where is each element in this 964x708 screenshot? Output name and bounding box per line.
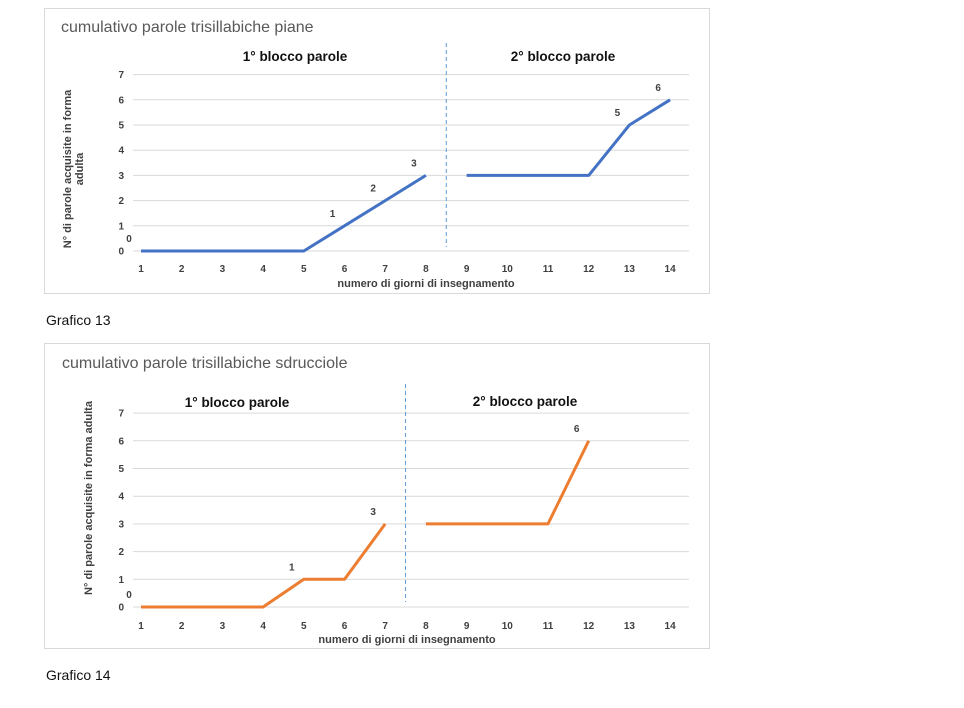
x-tick-label: 10 (502, 264, 514, 275)
data-label: 0 (126, 590, 132, 601)
chart-13: cumulativo parole trisillabiche piane 1°… (61, 19, 689, 290)
block-label-2: 2° blocco parole (473, 394, 578, 409)
x-tick-label: 7 (382, 264, 388, 275)
x-tick-label: 5 (301, 264, 307, 275)
y-axis-label: N° di parole acquisite in forma adulta (83, 400, 95, 595)
x-tick-label: 14 (665, 264, 677, 275)
x-tick-label: 12 (583, 621, 595, 632)
x-tick-label: 11 (543, 621, 554, 632)
chart-title: cumulativo parole trisillabiche sdruccio… (62, 355, 348, 372)
series-line-1 (141, 523, 387, 609)
x-tick-label: 8 (423, 264, 429, 275)
chart-14-frame: cumulativo parole trisillabiche sdruccio… (44, 343, 710, 649)
y-tick-label: 5 (118, 121, 124, 132)
y-axis-label: N° di parole acquisite in formaadulta (62, 89, 86, 248)
x-tick-label: 9 (464, 264, 470, 275)
x-tick-label: 12 (583, 264, 595, 275)
data-label: 1 (289, 562, 295, 573)
data-label: 0 (126, 234, 132, 245)
series-line-2 (466, 98, 671, 177)
y-tick-label: 1 (118, 575, 124, 586)
x-tick-label: 3 (220, 264, 226, 275)
x-axis-label: numero di giorni di insegnamento (318, 634, 496, 646)
y-tick-label: 2 (118, 547, 124, 558)
y-tick-label: 7 (118, 70, 124, 81)
x-tick-label: 6 (342, 621, 348, 632)
data-label: 3 (370, 507, 376, 518)
y-tick-label: 1 (118, 221, 124, 232)
y-tick-label: 0 (118, 603, 124, 614)
data-label: 6 (574, 424, 580, 435)
x-tick-label: 2 (179, 264, 185, 275)
chart-13-frame: cumulativo parole trisillabiche piane 1°… (44, 8, 710, 294)
data-label: 2 (370, 184, 376, 195)
chart-title: cumulativo parole trisillabiche piane (61, 19, 314, 36)
data-label: 6 (655, 83, 661, 94)
x-tick-label: 11 (543, 264, 554, 275)
x-tick-label: 6 (342, 264, 348, 275)
series-line-2 (425, 440, 591, 526)
block-label-1: 1° blocco parole (243, 49, 348, 64)
x-tick-label: 9 (464, 621, 470, 632)
x-tick-label: 7 (382, 621, 388, 632)
x-tick-label: 4 (260, 264, 266, 275)
y-tick-label: 3 (118, 171, 124, 182)
x-tick-label: 8 (423, 621, 429, 632)
y-tick-label: 0 (118, 247, 124, 258)
series-line-1 (141, 174, 427, 253)
chart-14: cumulativo parole trisillabiche sdruccio… (62, 355, 689, 646)
data-label: 5 (615, 108, 621, 119)
x-tick-label: 14 (665, 621, 677, 632)
y-tick-label: 6 (118, 436, 124, 447)
x-tick-label: 5 (301, 621, 307, 632)
x-tick-label: 1 (138, 264, 144, 275)
x-tick-label: 3 (220, 621, 226, 632)
x-tick-label: 13 (624, 621, 636, 632)
x-axis-label: numero di giorni di insegnamento (337, 278, 515, 290)
y-tick-label: 6 (118, 95, 124, 106)
block-label-2: 2° blocco parole (511, 49, 616, 64)
block-label-1: 1° blocco parole (185, 395, 290, 410)
x-tick-label: 1 (138, 621, 144, 632)
data-label: 3 (411, 158, 417, 169)
x-tick-label: 2 (179, 621, 185, 632)
y-tick-label: 4 (118, 492, 124, 503)
caption-grafico-13: Grafico 13 (46, 312, 111, 328)
y-tick-label: 3 (118, 519, 124, 530)
x-tick-label: 13 (624, 264, 636, 275)
caption-grafico-14: Grafico 14 (46, 667, 111, 683)
x-tick-label: 4 (260, 621, 266, 632)
x-tick-label: 10 (502, 621, 514, 632)
y-tick-label: 5 (118, 464, 124, 475)
y-tick-label: 4 (118, 146, 124, 157)
y-tick-label: 7 (118, 409, 124, 420)
data-label: 1 (330, 209, 336, 220)
y-tick-label: 2 (118, 196, 124, 207)
